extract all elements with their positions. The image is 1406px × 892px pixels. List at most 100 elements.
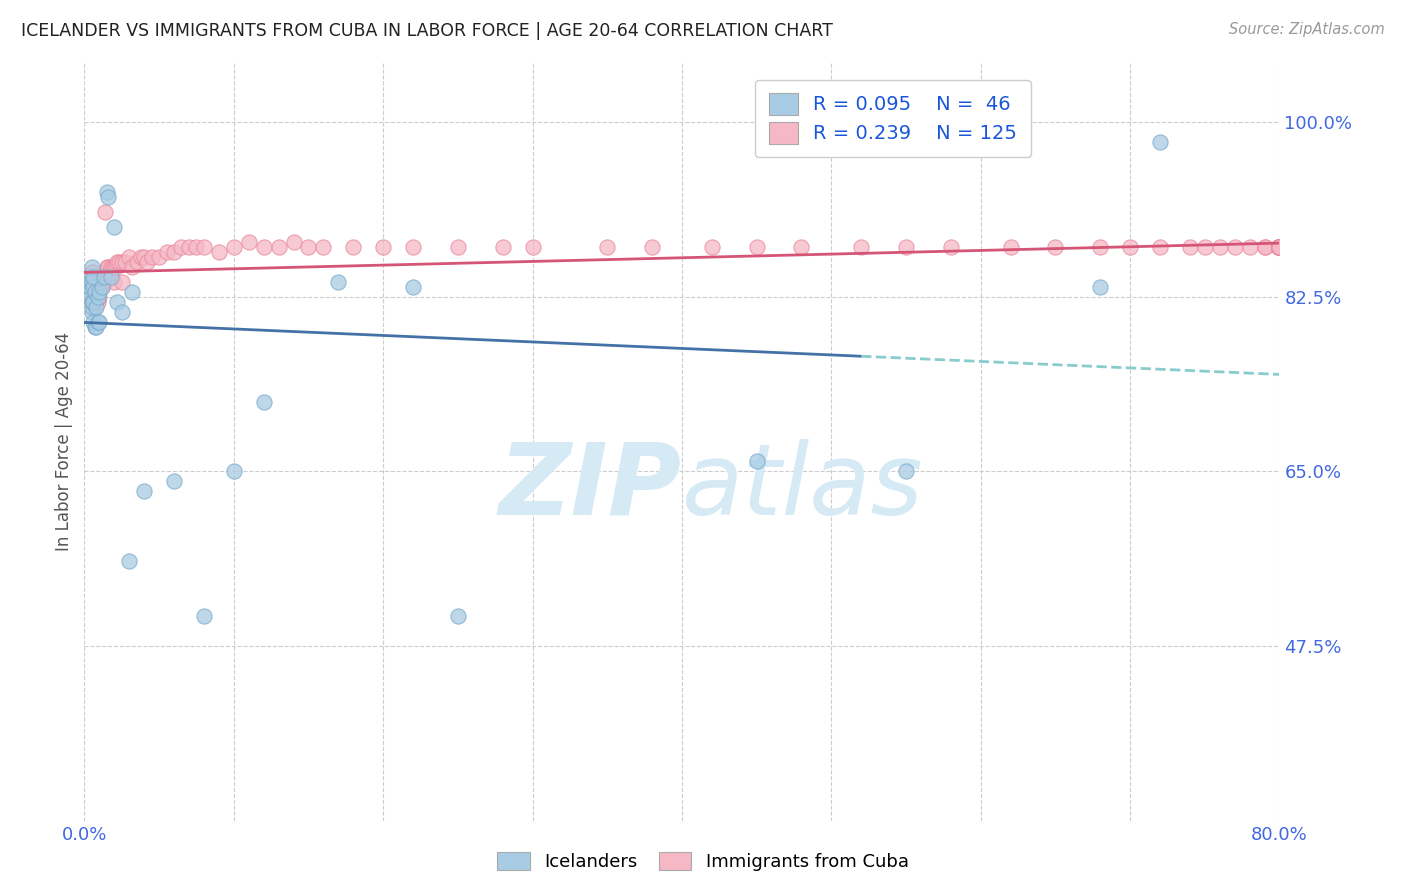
Point — [253, 394, 276, 409]
Point — [193, 609, 215, 624]
Point — [97, 260, 120, 274]
Point — [1268, 240, 1291, 254]
Point — [86, 285, 108, 299]
Point — [98, 265, 121, 279]
Point — [111, 275, 134, 289]
Point — [80, 265, 103, 279]
Point — [86, 300, 108, 314]
Point — [297, 240, 319, 254]
Point — [121, 285, 143, 299]
Point — [118, 554, 141, 568]
Point — [745, 240, 768, 254]
Point — [447, 240, 470, 254]
Point — [114, 255, 136, 269]
Point — [1000, 240, 1022, 254]
Point — [894, 240, 917, 254]
Point — [1119, 240, 1142, 254]
Point — [90, 280, 112, 294]
Point — [790, 240, 813, 254]
Point — [1268, 240, 1291, 254]
Point — [87, 315, 110, 329]
Point — [82, 294, 104, 309]
Point — [87, 290, 110, 304]
Point — [1268, 240, 1291, 254]
Point — [83, 280, 105, 294]
Point — [93, 269, 115, 284]
Point — [76, 275, 98, 289]
Point — [342, 240, 364, 254]
Point — [1194, 240, 1216, 254]
Point — [1268, 240, 1291, 254]
Point — [1149, 135, 1171, 149]
Point — [90, 269, 112, 284]
Point — [82, 315, 104, 329]
Point — [87, 294, 110, 309]
Point — [97, 269, 120, 284]
Point — [77, 269, 100, 284]
Point — [80, 294, 103, 309]
Point — [79, 269, 101, 284]
Point — [79, 280, 101, 294]
Point — [77, 290, 100, 304]
Point — [82, 294, 104, 309]
Point — [253, 240, 276, 254]
Point — [89, 285, 111, 299]
Point — [105, 255, 128, 269]
Point — [1149, 240, 1171, 254]
Point — [132, 250, 156, 264]
Point — [77, 280, 100, 294]
Point — [1268, 240, 1291, 254]
Point — [1268, 240, 1291, 254]
Point — [80, 305, 103, 319]
Point — [1268, 240, 1291, 254]
Point — [82, 269, 104, 284]
Point — [1253, 240, 1275, 254]
Text: ICELANDER VS IMMIGRANTS FROM CUBA IN LABOR FORCE | AGE 20-64 CORRELATION CHART: ICELANDER VS IMMIGRANTS FROM CUBA IN LAB… — [21, 22, 832, 40]
Point — [170, 240, 193, 254]
Point — [851, 240, 873, 254]
Point — [79, 280, 101, 294]
Point — [83, 319, 105, 334]
Point — [238, 235, 260, 249]
Point — [1268, 240, 1291, 254]
Point — [148, 250, 170, 264]
Point — [83, 290, 105, 304]
Point — [132, 484, 156, 499]
Point — [101, 260, 124, 274]
Point — [76, 269, 98, 284]
Point — [86, 269, 108, 284]
Point — [1178, 240, 1201, 254]
Point — [129, 250, 152, 264]
Point — [1268, 240, 1291, 254]
Point — [163, 244, 186, 259]
Point — [193, 240, 215, 254]
Point — [111, 255, 134, 269]
Point — [103, 275, 125, 289]
Point — [1268, 240, 1291, 254]
Point — [87, 275, 110, 289]
Point — [939, 240, 962, 254]
Point — [111, 305, 134, 319]
Y-axis label: In Labor Force | Age 20-64: In Labor Force | Age 20-64 — [55, 332, 73, 551]
Point — [125, 255, 148, 269]
Point — [83, 300, 105, 314]
Point — [136, 255, 159, 269]
Point — [77, 280, 100, 294]
Text: Source: ZipAtlas.com: Source: ZipAtlas.com — [1229, 22, 1385, 37]
Point — [82, 290, 104, 304]
Point — [91, 280, 114, 294]
Point — [93, 265, 115, 279]
Point — [1268, 240, 1291, 254]
Point — [141, 250, 163, 264]
Point — [596, 240, 619, 254]
Point — [1045, 240, 1067, 254]
Point — [121, 260, 143, 274]
Point — [80, 285, 103, 299]
Point — [82, 280, 104, 294]
Point — [1268, 240, 1291, 254]
Point — [745, 454, 768, 468]
Point — [82, 265, 104, 279]
Point — [100, 260, 122, 274]
Point — [105, 294, 128, 309]
Point — [97, 190, 120, 204]
